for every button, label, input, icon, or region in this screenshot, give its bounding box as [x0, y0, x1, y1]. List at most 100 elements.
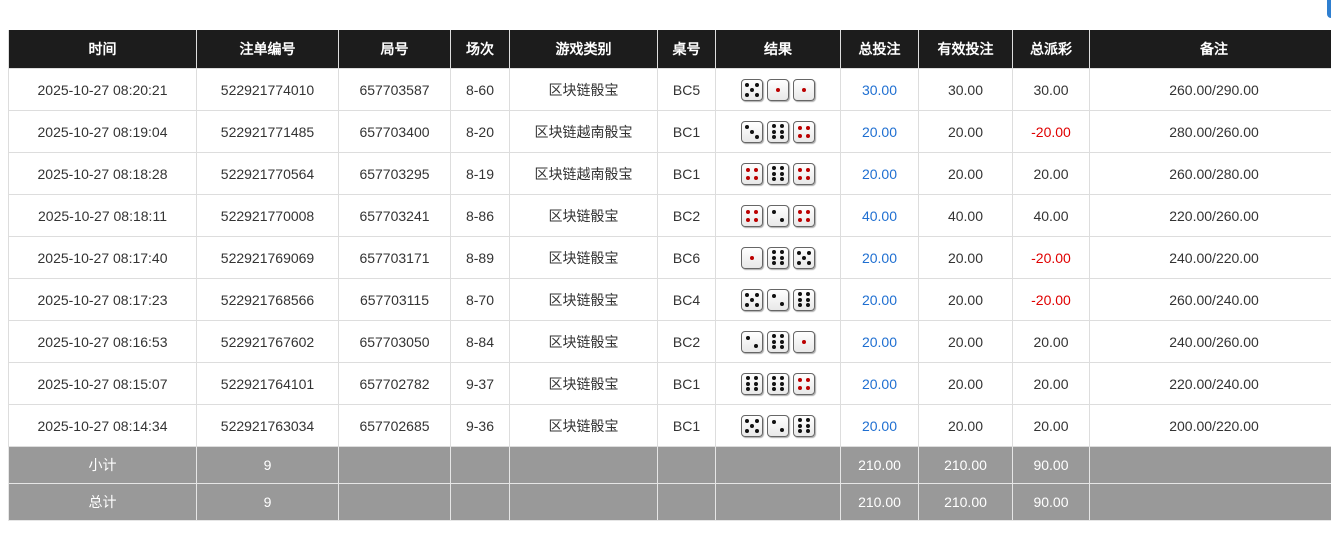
table-no-cell: BC2 [657, 194, 716, 237]
dice-6-icon [767, 246, 789, 269]
bet-id-cell: 522921774010 [196, 68, 339, 111]
round-cell: 657703050 [338, 320, 451, 363]
session-cell: 9-36 [450, 404, 510, 447]
table-no-cell: BC5 [657, 68, 716, 111]
payout-cell: -20.00 [1012, 236, 1090, 279]
header-result: 结果 [715, 30, 841, 69]
empty-cell [715, 483, 841, 521]
empty-cell [450, 483, 510, 521]
dice-1-icon [741, 246, 763, 269]
dice-4-icon [793, 204, 815, 227]
table-no-cell: BC1 [657, 110, 716, 153]
summary-total-bet: 210.00 [840, 483, 919, 521]
bet-id-cell: 522921764101 [196, 362, 339, 405]
header-valid-bet: 有效投注 [918, 30, 1013, 69]
summary-valid-bet: 210.00 [918, 446, 1013, 484]
payout-cell: 20.00 [1012, 362, 1090, 405]
dice-6-icon [793, 414, 815, 437]
table-row: 2025-10-27 08:20:21 522921774010 657703587… [8, 68, 1331, 111]
header-payout: 总派彩 [1012, 30, 1090, 69]
total-bet-link[interactable]: 20.00 [840, 236, 919, 279]
result-cell [715, 68, 841, 111]
total-bet-link[interactable]: 20.00 [840, 278, 919, 321]
time-cell: 2025-10-27 08:19:04 [8, 110, 197, 153]
total-bet-link[interactable]: 20.00 [840, 362, 919, 405]
payout-cell: 20.00 [1012, 320, 1090, 363]
total-bet-link[interactable]: 40.00 [840, 194, 919, 237]
time-cell: 2025-10-27 08:15:07 [8, 362, 197, 405]
total-row: 总计 9 210.00 210.00 90.00 [8, 483, 1331, 521]
session-cell: 8-89 [450, 236, 510, 279]
dice-5-icon [793, 246, 815, 269]
round-cell: 657703241 [338, 194, 451, 237]
header-round: 局号 [338, 30, 451, 69]
session-cell: 8-70 [450, 278, 510, 321]
table-no-cell: BC2 [657, 320, 716, 363]
total-bet-link[interactable]: 20.00 [840, 152, 919, 195]
total-bet-link[interactable]: 20.00 [840, 320, 919, 363]
bet-id-cell: 522921770564 [196, 152, 339, 195]
round-cell: 657703295 [338, 152, 451, 195]
game-type-cell: 区块链骰宝 [509, 362, 658, 405]
dice-5-icon [741, 414, 763, 437]
game-type-cell: 区块链骰宝 [509, 404, 658, 447]
summary-total-bet: 210.00 [840, 446, 919, 484]
total-bet-link[interactable]: 20.00 [840, 110, 919, 153]
payout-cell: 20.00 [1012, 152, 1090, 195]
dice-5-icon [741, 78, 763, 101]
summary-count: 9 [196, 446, 339, 484]
total-bet-link[interactable]: 20.00 [840, 404, 919, 447]
bet-id-cell: 522921769069 [196, 236, 339, 279]
note-cell: 260.00/240.00 [1089, 278, 1331, 321]
bet-id-cell: 522921763034 [196, 404, 339, 447]
dice-4-icon [741, 204, 763, 227]
dice-2-icon [741, 330, 763, 353]
note-cell: 220.00/240.00 [1089, 362, 1331, 405]
table-no-cell: BC6 [657, 236, 716, 279]
empty-cell [450, 446, 510, 484]
header-time: 时间 [8, 30, 197, 69]
empty-cell [715, 446, 841, 484]
table-header: 时间 注单编号 局号 场次 游戏类别 桌号 结果 总投注 有效投注 总派彩 备注 [8, 30, 1331, 69]
note-cell: 200.00/220.00 [1089, 404, 1331, 447]
table-row: 2025-10-27 08:16:53 522921767602 657703050… [8, 320, 1331, 363]
dice-2-icon [767, 288, 789, 311]
table-row: 2025-10-27 08:18:28 522921770564 657703295… [8, 152, 1331, 195]
note-cell: 240.00/220.00 [1089, 236, 1331, 279]
header-game-type: 游戏类别 [509, 30, 658, 69]
result-cell [715, 362, 841, 405]
valid-bet-cell: 40.00 [918, 194, 1013, 237]
game-type-cell: 区块链骰宝 [509, 68, 658, 111]
note-cell: 220.00/260.00 [1089, 194, 1331, 237]
dice-2-icon [767, 204, 789, 227]
table-no-cell: BC1 [657, 152, 716, 195]
dice-6-icon [767, 120, 789, 143]
time-cell: 2025-10-27 08:17:40 [8, 236, 197, 279]
round-cell: 657703587 [338, 68, 451, 111]
header-bet-id: 注单编号 [196, 30, 339, 69]
valid-bet-cell: 20.00 [918, 362, 1013, 405]
scroll-top-button[interactable] [1327, 0, 1331, 18]
table-row: 2025-10-27 08:15:07 522921764101 657702782… [8, 362, 1331, 405]
dice-3-icon [741, 120, 763, 143]
header-note: 备注 [1089, 30, 1331, 69]
session-cell: 8-86 [450, 194, 510, 237]
payout-cell: 30.00 [1012, 68, 1090, 111]
table-row: 2025-10-27 08:17:40 522921769069 657703171… [8, 236, 1331, 279]
note-cell: 280.00/260.00 [1089, 110, 1331, 153]
round-cell: 657703115 [338, 278, 451, 321]
total-bet-link[interactable]: 30.00 [840, 68, 919, 111]
summary-label: 总计 [8, 483, 197, 521]
table-row: 2025-10-27 08:18:11 522921770008 657703241… [8, 194, 1331, 237]
payout-cell: 20.00 [1012, 404, 1090, 447]
game-type-cell: 区块链骰宝 [509, 194, 658, 237]
payout-cell: -20.00 [1012, 110, 1090, 153]
dice-1-icon [793, 78, 815, 101]
header-session: 场次 [450, 30, 510, 69]
dice-4-icon [793, 372, 815, 395]
session-cell: 8-20 [450, 110, 510, 153]
header-table-no: 桌号 [657, 30, 716, 69]
valid-bet-cell: 20.00 [918, 320, 1013, 363]
dice-1-icon [767, 78, 789, 101]
valid-bet-cell: 20.00 [918, 236, 1013, 279]
